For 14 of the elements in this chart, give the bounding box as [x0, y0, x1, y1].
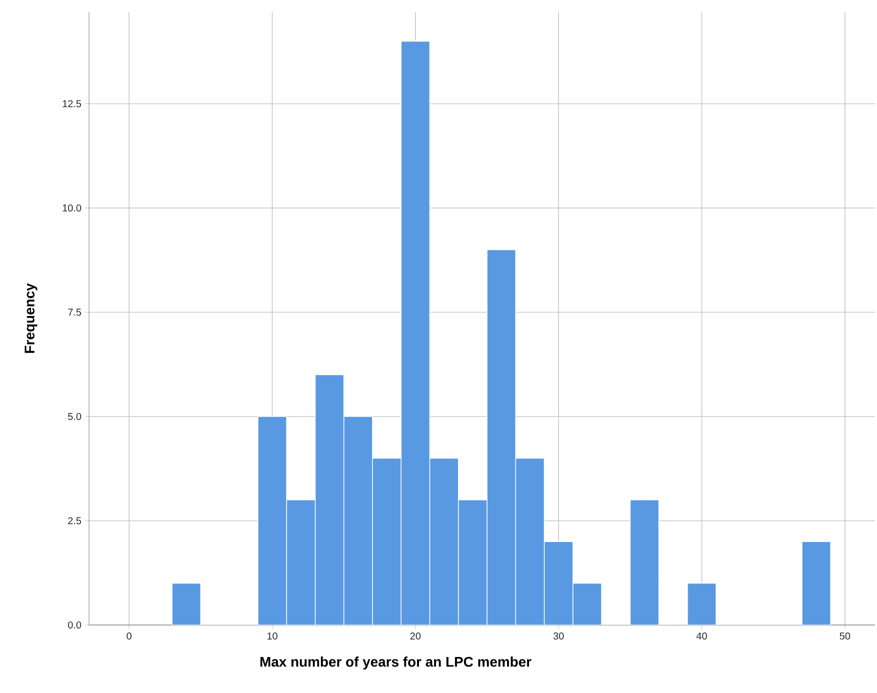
x-tick-label: 20	[410, 632, 421, 640]
y-tick-label: 5.0	[68, 412, 82, 420]
x-tick-label: 50	[840, 632, 850, 640]
y-axis-title: Frequency	[24, 283, 38, 353]
y-tick-label: 12.5	[62, 100, 82, 108]
y-tick-label: 2.5	[68, 517, 82, 524]
y-tick-label: 10.0	[62, 204, 82, 212]
y-tick-label: 7.5	[68, 308, 82, 316]
x-tick-label: 10	[267, 632, 278, 640]
x-tick-label: 40	[696, 632, 707, 640]
x-tick-label: 0	[126, 632, 132, 640]
x-axis-title: Max number of years for an LPC member	[260, 656, 532, 670]
y-tick-label: 0.0	[68, 621, 82, 629]
x-tick-label: 30	[553, 632, 564, 640]
